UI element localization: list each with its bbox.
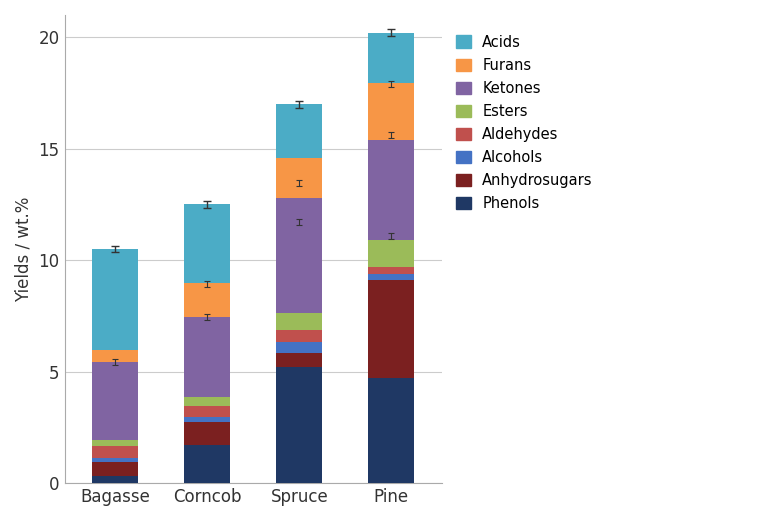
Bar bbox=[92, 362, 138, 440]
Bar bbox=[368, 274, 414, 280]
Bar bbox=[184, 422, 231, 445]
Bar bbox=[92, 249, 138, 351]
Bar bbox=[184, 445, 231, 483]
Bar bbox=[277, 158, 322, 198]
Bar bbox=[368, 240, 414, 267]
Bar bbox=[92, 462, 138, 476]
Bar bbox=[184, 406, 231, 417]
Bar bbox=[368, 33, 414, 83]
Bar bbox=[92, 351, 138, 362]
Bar bbox=[277, 198, 322, 313]
Bar bbox=[184, 317, 231, 398]
Bar bbox=[368, 378, 414, 483]
Bar bbox=[277, 313, 322, 330]
Bar bbox=[368, 280, 414, 378]
Bar bbox=[277, 353, 322, 367]
Bar bbox=[184, 282, 231, 317]
Bar bbox=[277, 342, 322, 353]
Bar bbox=[92, 446, 138, 457]
Bar bbox=[184, 204, 231, 282]
Bar bbox=[92, 476, 138, 483]
Bar bbox=[277, 367, 322, 483]
Bar bbox=[92, 457, 138, 462]
Bar bbox=[368, 140, 414, 240]
Bar bbox=[277, 104, 322, 158]
Bar bbox=[368, 83, 414, 140]
Legend: Acids, Furans, Ketones, Esters, Aldehydes, Alcohols, Anhydrosugars, Phenols: Acids, Furans, Ketones, Esters, Aldehyde… bbox=[453, 32, 596, 214]
Bar bbox=[277, 330, 322, 342]
Bar bbox=[184, 398, 231, 406]
Bar bbox=[368, 267, 414, 274]
Bar bbox=[92, 440, 138, 446]
Y-axis label: Yields / wt.%: Yields / wt.% bbox=[15, 196, 33, 302]
Bar bbox=[184, 417, 231, 422]
